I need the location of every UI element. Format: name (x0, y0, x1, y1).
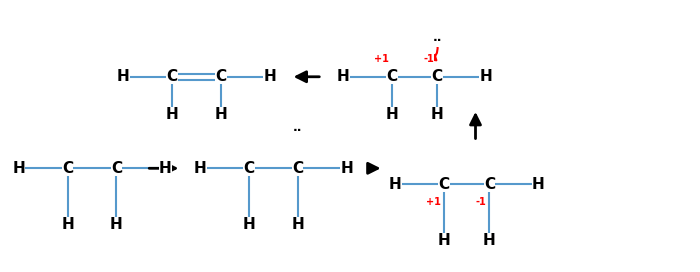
Text: +1: +1 (374, 54, 388, 64)
Text: H: H (532, 177, 545, 192)
Text: -1: -1 (424, 54, 434, 64)
Text: H: H (483, 233, 496, 249)
Text: H: H (389, 177, 402, 192)
Text: H: H (166, 107, 179, 122)
Text: C: C (244, 161, 255, 176)
Text: H: H (263, 69, 276, 84)
Text: H: H (159, 161, 172, 176)
Text: C: C (386, 69, 398, 84)
Text: ··: ·· (433, 34, 442, 47)
Text: -1: -1 (476, 197, 486, 207)
Text: C: C (484, 177, 495, 192)
Text: H: H (13, 161, 25, 176)
Text: H: H (480, 69, 492, 84)
Text: H: H (386, 107, 398, 122)
Text: C: C (216, 69, 227, 84)
Text: H: H (291, 217, 304, 232)
Text: H: H (242, 217, 256, 232)
Text: C: C (167, 69, 178, 84)
Text: H: H (110, 217, 122, 232)
Text: H: H (337, 69, 349, 84)
Text: H: H (194, 161, 206, 176)
Text: ··: ·· (293, 124, 302, 137)
Text: C: C (439, 177, 449, 192)
Text: C: C (292, 161, 303, 176)
Text: H: H (215, 107, 228, 122)
Text: H: H (117, 69, 130, 84)
Text: C: C (62, 161, 74, 176)
Text: +1: +1 (426, 197, 441, 207)
Text: C: C (111, 161, 122, 176)
Text: H: H (430, 107, 444, 122)
Text: H: H (340, 161, 353, 176)
Text: H: H (438, 233, 451, 249)
Text: H: H (61, 217, 74, 232)
Text: C: C (432, 69, 442, 84)
